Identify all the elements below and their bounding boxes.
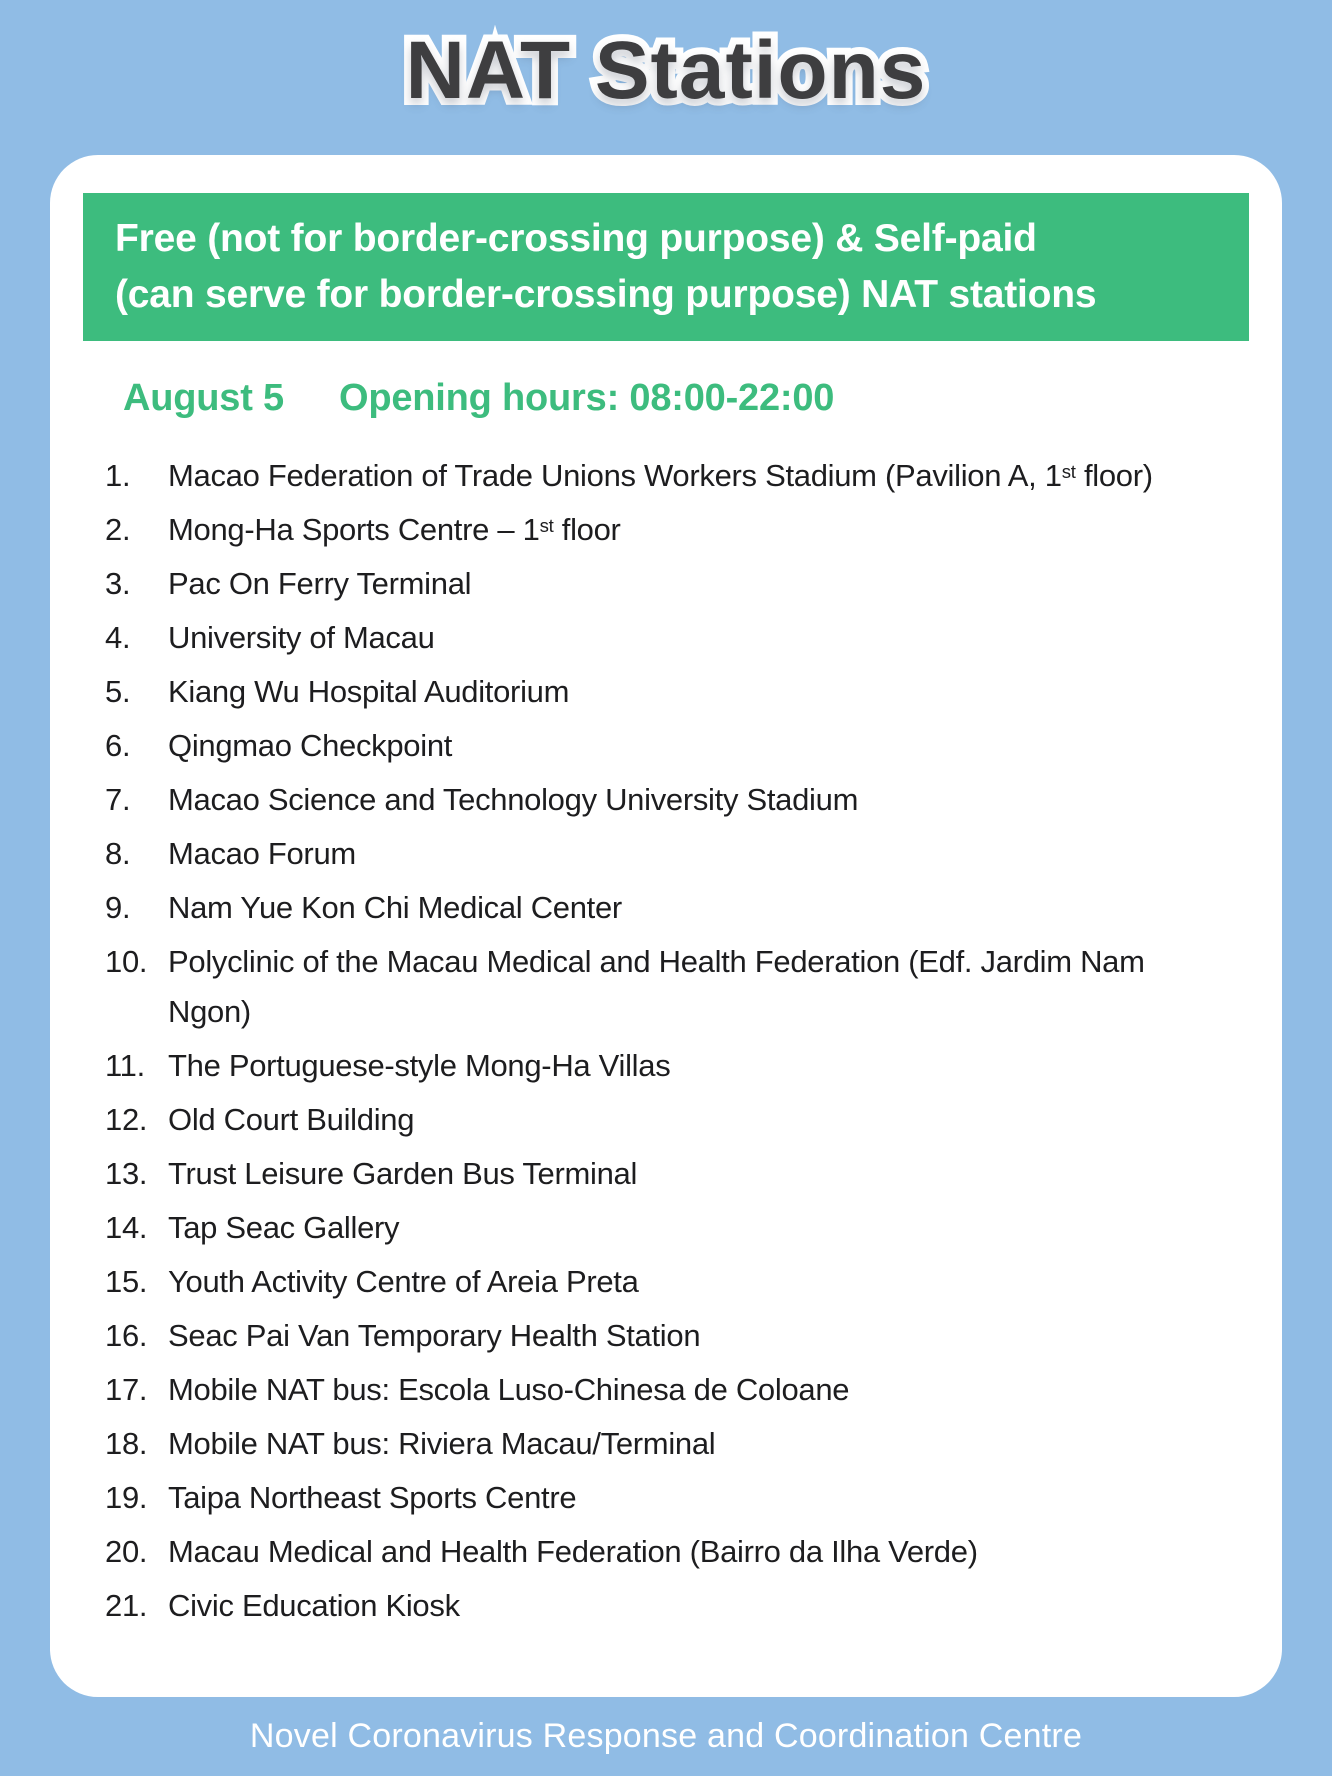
item-text: Nam Yue Kon Chi Medical Center	[168, 890, 622, 925]
item-text: Macau Medical and Health Federation (Bai…	[168, 1534, 978, 1569]
list-item: 16. Seac Pai Van Temporary Health Station	[105, 1311, 1217, 1361]
item-text: Mobile NAT bus: Escola Luso-Chinesa de C…	[168, 1372, 850, 1407]
item-number: 4.	[105, 620, 131, 655]
banner-line-2: (can serve for border-crossing purpose) …	[115, 273, 1097, 316]
item-text: Macao Science and Technology University …	[168, 782, 859, 817]
list-item: 20. Macau Medical and Health Federation (…	[105, 1527, 1217, 1577]
list-item: 4. University of Macau	[105, 613, 1217, 663]
item-text: Polyclinic of the Macau Medical and Heal…	[168, 944, 1145, 1029]
item-text: Mobile NAT bus: Riviera Macau/Terminal	[168, 1426, 716, 1461]
item-number: 6.	[105, 728, 131, 763]
schedule-hours: Opening hours: 08:00-22:00	[338, 377, 835, 419]
list-item: 12. Old Court Building	[105, 1095, 1217, 1145]
list-item: 8. Macao Forum	[105, 829, 1217, 879]
schedule-date: August 5	[123, 377, 284, 419]
item-text: The Portuguese-style Mong-Ha Villas	[168, 1048, 671, 1083]
item-text: Tap Seac Gallery	[168, 1210, 400, 1245]
item-text: Youth Activity Centre of Areia Preta	[168, 1264, 639, 1299]
item-text: Civic Education Kiosk	[168, 1588, 460, 1623]
list-item: 19. Taipa Northeast Sports Centre	[105, 1473, 1217, 1523]
item-text: Kiang Wu Hospital Auditorium	[168, 674, 570, 709]
item-text: University of Macau	[168, 620, 435, 655]
item-number: 14.	[105, 1210, 148, 1245]
item-text: Pac On Ferry Terminal	[168, 566, 472, 601]
list-item: 11. The Portuguese-style Mong-Ha Villas	[105, 1041, 1217, 1091]
category-banner: Free (not for border-crossing purpose) &…	[83, 193, 1249, 341]
footer-credit: Novel Coronavirus Response and Coordinat…	[249, 1717, 1083, 1755]
item-number: 3.	[105, 566, 131, 601]
item-number: 18.	[105, 1426, 148, 1461]
banner-line-1: Free (not for border-crossing purpose) &…	[115, 217, 1037, 260]
item-text: Qingmao Checkpoint	[168, 728, 453, 763]
item-text: Taipa Northeast Sports Centre	[168, 1480, 577, 1515]
list-item: 13. Trust Leisure Garden Bus Terminal	[105, 1149, 1217, 1199]
list-item: 18. Mobile NAT bus: Riviera Macau/Termina…	[105, 1419, 1217, 1469]
item-number: 13.	[105, 1156, 148, 1191]
item-text: Seac Pai Van Temporary Health Station	[168, 1318, 701, 1353]
list-item: 21. Civic Education Kiosk	[105, 1581, 1217, 1631]
page-title: NAT Stations	[399, 18, 933, 123]
item-text: Mong-Ha Sports Centre – 1st floor	[168, 512, 621, 547]
item-number: 8.	[105, 836, 131, 871]
item-number: 19.	[105, 1480, 148, 1515]
item-number: 17.	[105, 1372, 148, 1407]
item-number: 2.	[105, 512, 131, 547]
list-item: 2. Mong-Ha Sports Centre – 1st floor	[105, 505, 1217, 555]
schedule-heading: August 5 Opening hours: 08:00-22:00	[123, 377, 834, 420]
station-list: 1. Macao Federation of Trade Unions Worke…	[105, 451, 1217, 1635]
item-text: Macao Forum	[168, 836, 356, 871]
list-item: 10. Polyclinic of the Macau Medical and H…	[105, 937, 1217, 1037]
list-item: 3. Pac On Ferry Terminal	[105, 559, 1217, 609]
content-card: Free (not for border-crossing purpose) &…	[50, 155, 1282, 1697]
list-item: 6. Qingmao Checkpoint	[105, 721, 1217, 771]
item-number: 12.	[105, 1102, 148, 1137]
item-number: 16.	[105, 1318, 148, 1353]
item-number: 21.	[105, 1588, 148, 1623]
item-number: 10.	[105, 944, 148, 979]
item-number: 7.	[105, 782, 131, 817]
item-number: 15.	[105, 1264, 148, 1299]
item-text: Trust Leisure Garden Bus Terminal	[168, 1156, 638, 1191]
list-item: 5. Kiang Wu Hospital Auditorium	[105, 667, 1217, 717]
item-text: Old Court Building	[168, 1102, 415, 1137]
list-item: 1. Macao Federation of Trade Unions Worke…	[105, 451, 1217, 501]
list-item: 14. Tap Seac Gallery	[105, 1203, 1217, 1253]
item-number: 5.	[105, 674, 131, 709]
list-item: 7. Macao Science and Technology Universit…	[105, 775, 1217, 825]
list-item: 17. Mobile NAT bus: Escola Luso-Chinesa d…	[105, 1365, 1217, 1415]
item-number: 9.	[105, 890, 131, 925]
item-number: 20.	[105, 1534, 148, 1569]
list-item: 15. Youth Activity Centre of Areia Preta	[105, 1257, 1217, 1307]
list-item: 9. Nam Yue Kon Chi Medical Center	[105, 883, 1217, 933]
item-text: Macao Federation of Trade Unions Workers…	[168, 458, 1153, 493]
item-number: 1.	[105, 458, 131, 493]
item-number: 11.	[105, 1048, 145, 1083]
